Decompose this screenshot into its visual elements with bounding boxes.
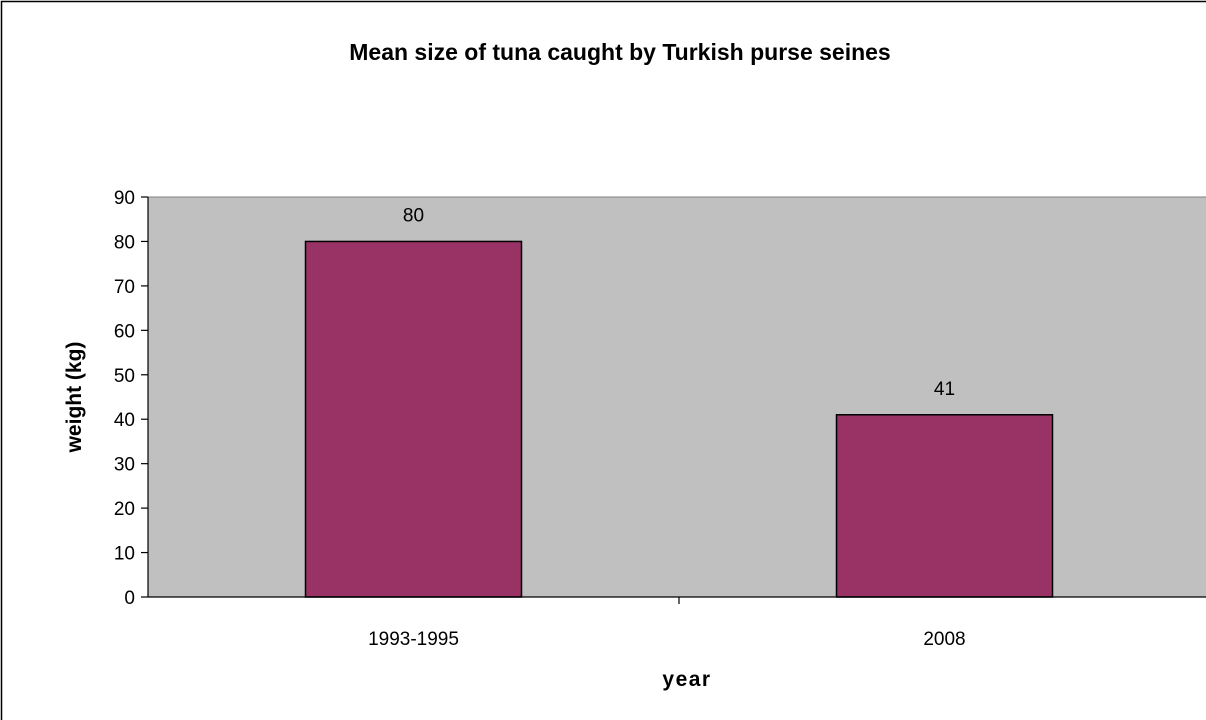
y-tick-label: 70 bbox=[114, 277, 135, 298]
data-label-2: 41 bbox=[934, 379, 955, 400]
x-axis-title: year bbox=[662, 668, 711, 691]
x-tick-label-2: 2008 bbox=[923, 629, 965, 650]
chart-title: Mean size of tuna caught by Turkish purs… bbox=[349, 39, 890, 65]
bars-layer: 80 41 bbox=[304, 205, 1054, 598]
bar-2 bbox=[835, 414, 1054, 598]
y-tick-label: 90 bbox=[114, 188, 135, 209]
y-tick-label: 30 bbox=[114, 455, 135, 476]
y-tick-label: 50 bbox=[114, 366, 135, 387]
y-axis: 0 10 20 30 40 50 60 70 80 90 bbox=[114, 188, 148, 609]
y-tick-label: 80 bbox=[114, 232, 135, 253]
y-axis-title: weight (kg) bbox=[63, 342, 86, 454]
x-axis: 1993-1995 2008 bbox=[368, 597, 966, 650]
y-tick-label: 10 bbox=[114, 544, 135, 565]
data-label-1: 80 bbox=[403, 205, 424, 226]
y-tick-label: 20 bbox=[114, 499, 135, 520]
y-tick-label: 40 bbox=[114, 410, 135, 431]
bar-1 bbox=[304, 240, 523, 598]
y-tick-label: 60 bbox=[114, 321, 135, 342]
x-tick-label-1: 1993-1995 bbox=[368, 629, 459, 650]
y-tick-label: 0 bbox=[124, 588, 135, 609]
